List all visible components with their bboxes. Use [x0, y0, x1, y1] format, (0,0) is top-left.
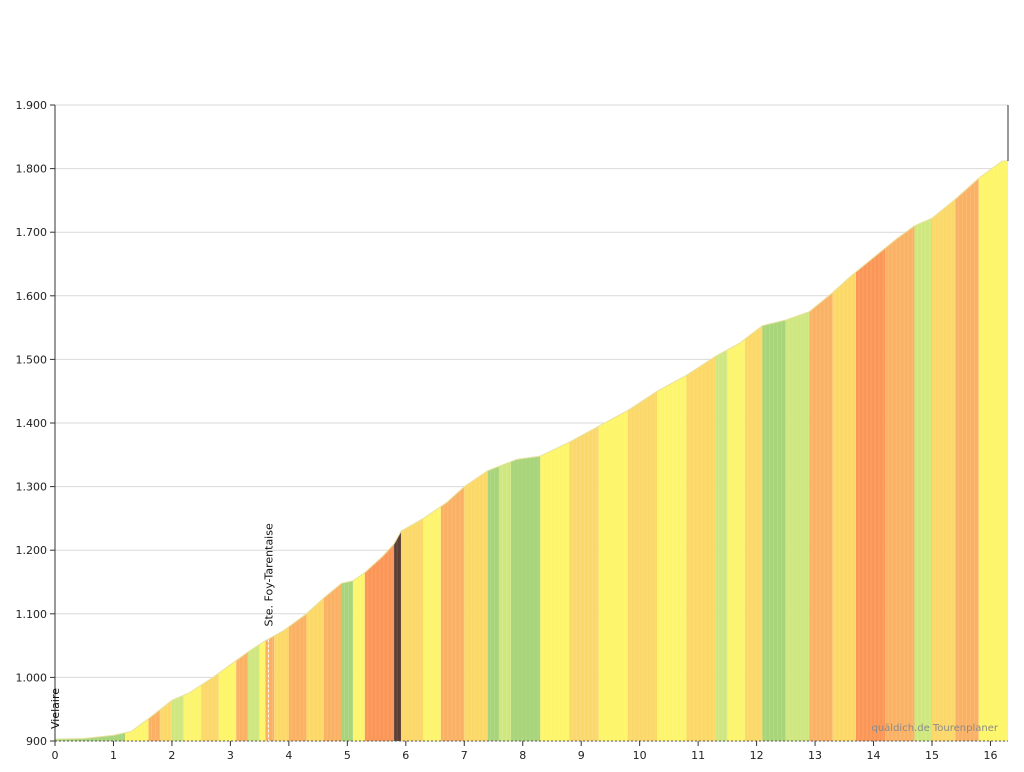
- gradient-band-low: [247, 160, 260, 741]
- y-tick-label: 1.100: [16, 608, 48, 621]
- x-tick-label: 7: [461, 749, 468, 762]
- place-label: Vielaire: [49, 688, 62, 729]
- gradient-band-medium: [931, 160, 956, 741]
- gradient-band-low: [171, 160, 184, 741]
- x-tick-label: 5: [344, 749, 351, 762]
- gradient-band-flat: [341, 160, 354, 741]
- x-tick-label: 16: [983, 749, 997, 762]
- x-tick-label: 13: [808, 749, 822, 762]
- gradient-band-medium: [160, 160, 172, 741]
- x-tick-label: 4: [285, 749, 292, 762]
- y-tick-label: 1.400: [16, 417, 48, 430]
- x-tick-label: 2: [168, 749, 175, 762]
- gradient-band-steep: [955, 160, 979, 741]
- gradient-band-flat: [762, 160, 786, 741]
- gradient-band-low: [914, 160, 932, 741]
- place-labels: Vielaire Ste. Foy-Tarentaise: [49, 523, 275, 741]
- axes: 900 1.000 1.100 1.200 1.300 1.400 1.500 1.600 1.…: [16, 99, 1009, 762]
- y-tick-label: 1.000: [16, 671, 48, 684]
- gradient-band-steep: [148, 160, 161, 741]
- x-tick-label: 15: [925, 749, 939, 762]
- gradient-band-moderate: [125, 160, 149, 741]
- y-tick-label: 900: [26, 735, 47, 748]
- y-tick-label: 1.300: [16, 481, 48, 494]
- gradient-band-extreme: [394, 160, 402, 741]
- gradient-bands: [55, 160, 1008, 741]
- profile-outline: [54, 160, 1009, 740]
- y-tick-label: 1.800: [16, 163, 48, 176]
- y-tick-label: 1.700: [16, 226, 48, 239]
- gradient-band-steep: [809, 160, 833, 741]
- x-tick-label: 1: [110, 749, 117, 762]
- gradient-band-low: [785, 160, 810, 741]
- x-tick-label: 0: [52, 749, 59, 762]
- x-tick-label: 9: [578, 749, 585, 762]
- gradient-band-flat: [55, 160, 126, 741]
- y-tick-label: 1.900: [16, 99, 48, 112]
- x-tick-label: 6: [402, 749, 409, 762]
- gradient-band-medium: [464, 160, 488, 741]
- y-tick-label: 1.600: [16, 290, 48, 303]
- gradient-band-moderate: [183, 160, 202, 741]
- place-label: Ste. Foy-Tarentaise: [262, 523, 275, 626]
- x-tick-label: 12: [750, 749, 764, 762]
- credit-text: quäldich.de Tourenplaner: [871, 723, 998, 734]
- x-tick-label: 11: [691, 749, 705, 762]
- x-tick-label: 14: [867, 749, 881, 762]
- gradient-band-moderate: [353, 160, 365, 741]
- gradient-band-steep: [885, 160, 915, 741]
- gradient-band-steep: [440, 160, 465, 741]
- gradient-band-steep: [236, 160, 248, 741]
- gradient-band-medium: [201, 160, 219, 741]
- x-tick-label: 8: [519, 749, 526, 762]
- y-tick-label: 1.200: [16, 544, 48, 557]
- x-tick-label: 3: [227, 749, 234, 762]
- gradient-band-low: [499, 160, 512, 741]
- gradient-band-flat: [487, 160, 500, 741]
- y-tick-label: 1.500: [16, 353, 48, 366]
- gradient-band-medium: [832, 160, 856, 741]
- gradient-band-low: [715, 160, 728, 741]
- gradient-band-moderate: [218, 160, 237, 741]
- x-tick-label: 10: [633, 749, 647, 762]
- gradient-band-moderate: [978, 160, 1008, 741]
